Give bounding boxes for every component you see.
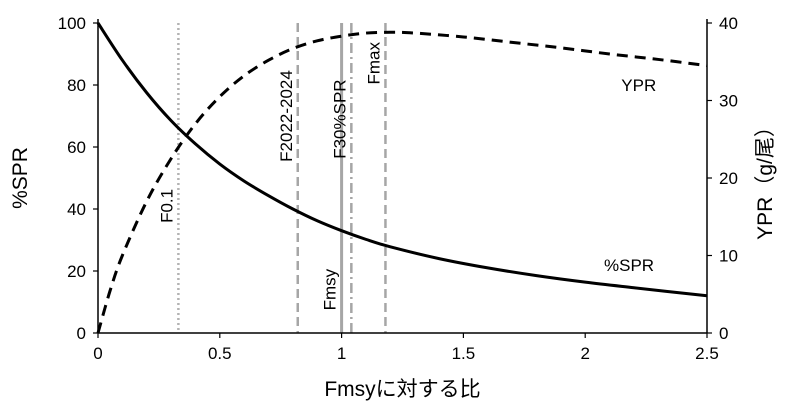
y-right-tick-label: 40 bbox=[719, 14, 738, 33]
y-left-tick-label: 80 bbox=[67, 76, 86, 95]
ref-label-f30-spr: F30%SPR bbox=[330, 79, 349, 158]
y-left-tick-label: 0 bbox=[77, 324, 86, 343]
ref-label-fmax: Fmax bbox=[364, 42, 383, 85]
x-tick-label: 2.5 bbox=[695, 344, 719, 363]
y-axis-right-title: YPR（g/尾） bbox=[754, 116, 777, 240]
ref-label-fmsy: Fmsy bbox=[321, 268, 340, 310]
y-right-tick-label: 20 bbox=[719, 169, 738, 188]
axes bbox=[97, 19, 708, 334]
x-tick-label: 0 bbox=[93, 344, 102, 363]
y-right-tick-label: 0 bbox=[719, 324, 728, 343]
series-line-spr bbox=[96, 22, 708, 298]
series-label-ypr: YPR bbox=[621, 76, 656, 95]
reference-lines: F0.1 F2022-2024 Fmsy F30%SPR Fmax bbox=[157, 23, 387, 333]
series-lines bbox=[96, 22, 708, 334]
x-tick-label: 1 bbox=[337, 344, 346, 363]
ref-label-f2022-2024: F2022-2024 bbox=[277, 70, 296, 162]
y-right-tick-label: 30 bbox=[719, 92, 738, 111]
y-axis-left-title: %SPR bbox=[9, 147, 32, 209]
ref-label-f0-1: F0.1 bbox=[157, 189, 176, 223]
chart-labels: YPR %SPR bbox=[604, 76, 656, 275]
y-left-tick-label: 100 bbox=[58, 14, 86, 33]
x-tick-label: 2 bbox=[580, 344, 589, 363]
series-label-spr: %SPR bbox=[604, 256, 654, 275]
y-left-tick-label: 20 bbox=[67, 262, 86, 281]
series-line-ypr bbox=[96, 30, 708, 334]
y-left-tick-label: 40 bbox=[67, 200, 86, 219]
y-left-tick-label: 60 bbox=[67, 138, 86, 157]
x-axis-title: Fmsyに対する比 bbox=[324, 378, 480, 401]
x-tick-label: 0.5 bbox=[208, 344, 232, 363]
x-tick-label: 1.5 bbox=[452, 344, 476, 363]
y-right-tick-label: 10 bbox=[719, 247, 738, 266]
